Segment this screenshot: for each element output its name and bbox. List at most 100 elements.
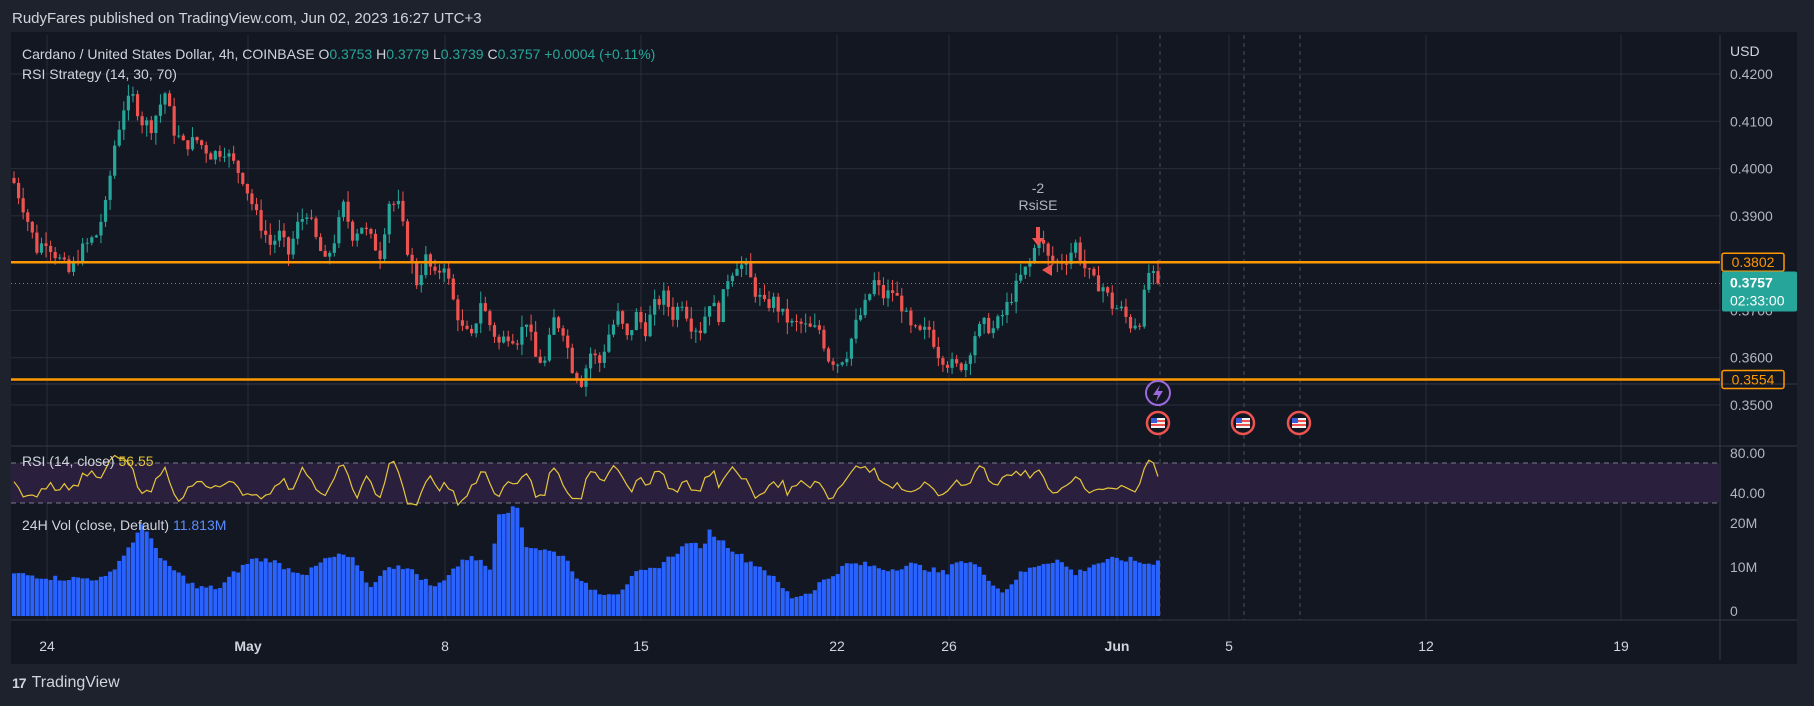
candle-body: [369, 228, 373, 234]
candle-body: [428, 254, 433, 267]
candle: [250, 188, 254, 211]
candle-body: [497, 336, 501, 343]
candle-body: [291, 238, 295, 255]
flag-stripe: [1236, 420, 1250, 422]
volume-bar: [108, 571, 113, 616]
candle: [858, 307, 863, 322]
volume-bar: [94, 580, 99, 616]
candle: [634, 308, 638, 331]
candle-body: [1119, 306, 1123, 309]
volume-bar: [1027, 567, 1032, 616]
candle-body: [781, 308, 785, 312]
candle: [932, 321, 936, 349]
candle-body: [886, 290, 890, 299]
candle-body: [254, 204, 259, 211]
candle-body: [566, 335, 570, 348]
tradingview-logo[interactable]: 17 TradingView: [12, 674, 120, 692]
volume-bar: [1128, 556, 1133, 616]
candle: [332, 234, 336, 257]
candle-body: [826, 348, 831, 362]
candle-body: [167, 93, 172, 107]
volume-bar: [281, 569, 286, 616]
candle-body: [890, 290, 895, 293]
candle: [222, 147, 227, 163]
candle-body: [1110, 292, 1114, 309]
volume-bar: [199, 586, 204, 616]
candle: [264, 219, 268, 243]
price-tick-label: 0.3600: [1730, 350, 1773, 366]
candle-body: [680, 306, 684, 308]
volume-bar: [1046, 563, 1051, 616]
candle: [1151, 265, 1156, 285]
candle-body: [1128, 316, 1133, 329]
rsi-tick-label: 80.00: [1730, 445, 1765, 461]
volume-bar: [167, 565, 172, 616]
volume-bar: [1041, 564, 1046, 616]
candle: [300, 208, 304, 231]
candle-body: [1069, 252, 1073, 265]
candle-body: [1074, 242, 1078, 253]
candle: [675, 302, 680, 328]
flag-field: [1236, 418, 1250, 428]
volume-bar: [428, 585, 433, 616]
volume-bar: [1105, 558, 1110, 616]
volume-bar: [721, 540, 726, 616]
candle-body: [1000, 315, 1005, 317]
candle: [135, 90, 140, 121]
volume-bar: [66, 580, 71, 616]
sell-arrow-icon: [1032, 227, 1044, 246]
candle: [598, 352, 602, 373]
candle-body: [648, 314, 652, 337]
volume-bar: [190, 582, 195, 616]
volume-bar: [135, 532, 140, 616]
level-price-label: 0.3802: [1721, 252, 1785, 272]
volume-bar: [680, 546, 685, 616]
volume-bar: [963, 563, 968, 616]
candle-body: [209, 153, 213, 160]
volume-bar: [524, 547, 529, 616]
volume-bar: [744, 562, 749, 616]
candle-body: [698, 330, 702, 334]
candle-body: [177, 135, 181, 137]
volume-bar: [913, 563, 918, 616]
volume-bar: [785, 591, 790, 616]
candle-body: [16, 182, 21, 199]
volume-bar: [364, 582, 369, 616]
time-tick-label: 22: [829, 638, 845, 654]
candle-body: [621, 311, 625, 324]
candle: [1147, 264, 1151, 293]
candle: [927, 320, 931, 338]
candle: [1000, 310, 1005, 326]
volume-bar: [359, 571, 364, 616]
candle-body: [945, 364, 950, 368]
candle: [163, 91, 167, 114]
candle: [890, 279, 895, 302]
candle-body: [135, 94, 140, 117]
candle-body: [264, 230, 268, 235]
candle: [1106, 286, 1110, 297]
ohlc-label-h: H: [376, 46, 386, 62]
volume-bar: [918, 564, 923, 616]
candle-body: [1051, 255, 1055, 261]
candle: [868, 293, 872, 302]
candle: [758, 288, 762, 306]
candle-body: [447, 268, 451, 279]
candle: [1092, 266, 1096, 277]
candle: [108, 170, 112, 210]
volume-bar: [1101, 562, 1106, 616]
volume-bar: [391, 568, 396, 616]
volume-bar: [1064, 566, 1069, 616]
volume-bar: [840, 565, 845, 616]
ohlc-value-o: 0.3753: [329, 46, 376, 62]
candle: [479, 291, 483, 334]
candle: [579, 375, 584, 389]
candle: [840, 361, 844, 367]
candle: [245, 183, 249, 201]
candle: [35, 224, 39, 255]
volume-bar: [1009, 584, 1014, 616]
candle: [694, 327, 698, 343]
volume-bar: [396, 565, 401, 616]
volume-bar: [1073, 575, 1078, 616]
tradingview-logo-text: TradingView: [31, 674, 120, 691]
candle-body: [401, 200, 405, 222]
